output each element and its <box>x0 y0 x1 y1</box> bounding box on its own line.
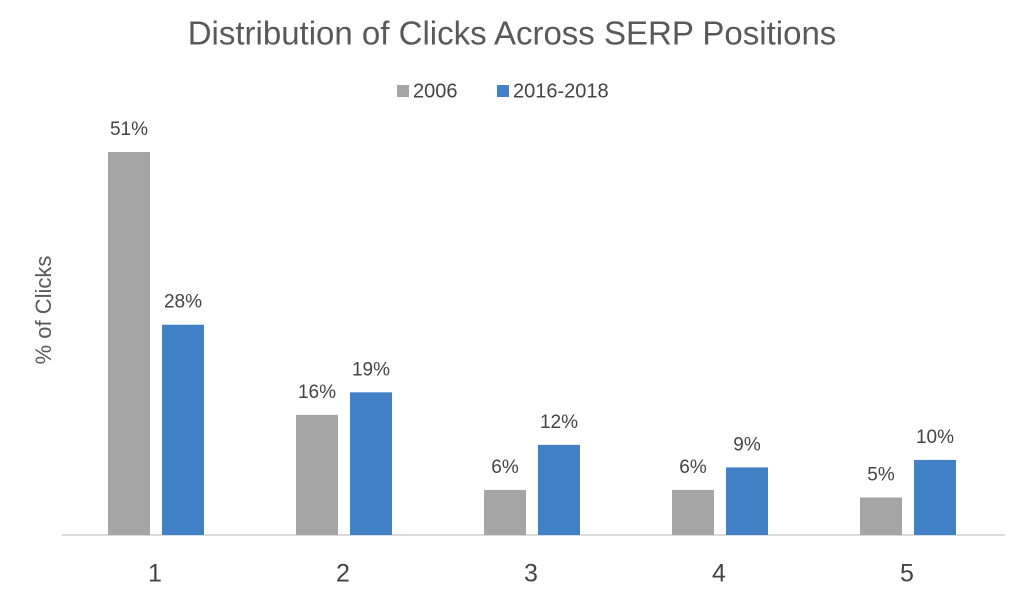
bar <box>108 152 150 535</box>
value-label: 6% <box>491 457 519 478</box>
value-label: 10% <box>916 427 954 448</box>
chart-title: Distribution of Clicks Across SERP Posit… <box>188 15 837 52</box>
value-label: 16% <box>298 382 336 403</box>
x-tick-label: 3 <box>524 560 538 588</box>
bar <box>350 392 392 535</box>
bar <box>484 489 526 535</box>
bar <box>914 459 956 535</box>
value-label: 6% <box>679 457 707 478</box>
x-tick-label: 2 <box>336 560 350 588</box>
bar <box>726 467 768 535</box>
bar <box>672 489 714 535</box>
bar <box>162 324 204 535</box>
value-label: 9% <box>733 434 761 455</box>
legend-swatch <box>497 85 509 97</box>
value-label: 51% <box>110 119 148 140</box>
legend-label: 2016-2018 <box>513 80 609 102</box>
x-tick-label: 4 <box>712 560 726 588</box>
legend-swatch <box>397 85 409 97</box>
value-label: 5% <box>867 464 895 485</box>
x-tick-label: 1 <box>148 560 162 588</box>
value-label: 12% <box>540 412 578 433</box>
value-label: 19% <box>352 359 390 380</box>
bar <box>538 444 580 535</box>
value-label: 28% <box>164 292 202 313</box>
x-tick-label: 5 <box>900 560 914 588</box>
y-axis-label: % of Clicks <box>31 256 56 365</box>
bar <box>860 497 902 535</box>
legend-label: 2006 <box>413 80 458 102</box>
bar <box>296 414 338 535</box>
